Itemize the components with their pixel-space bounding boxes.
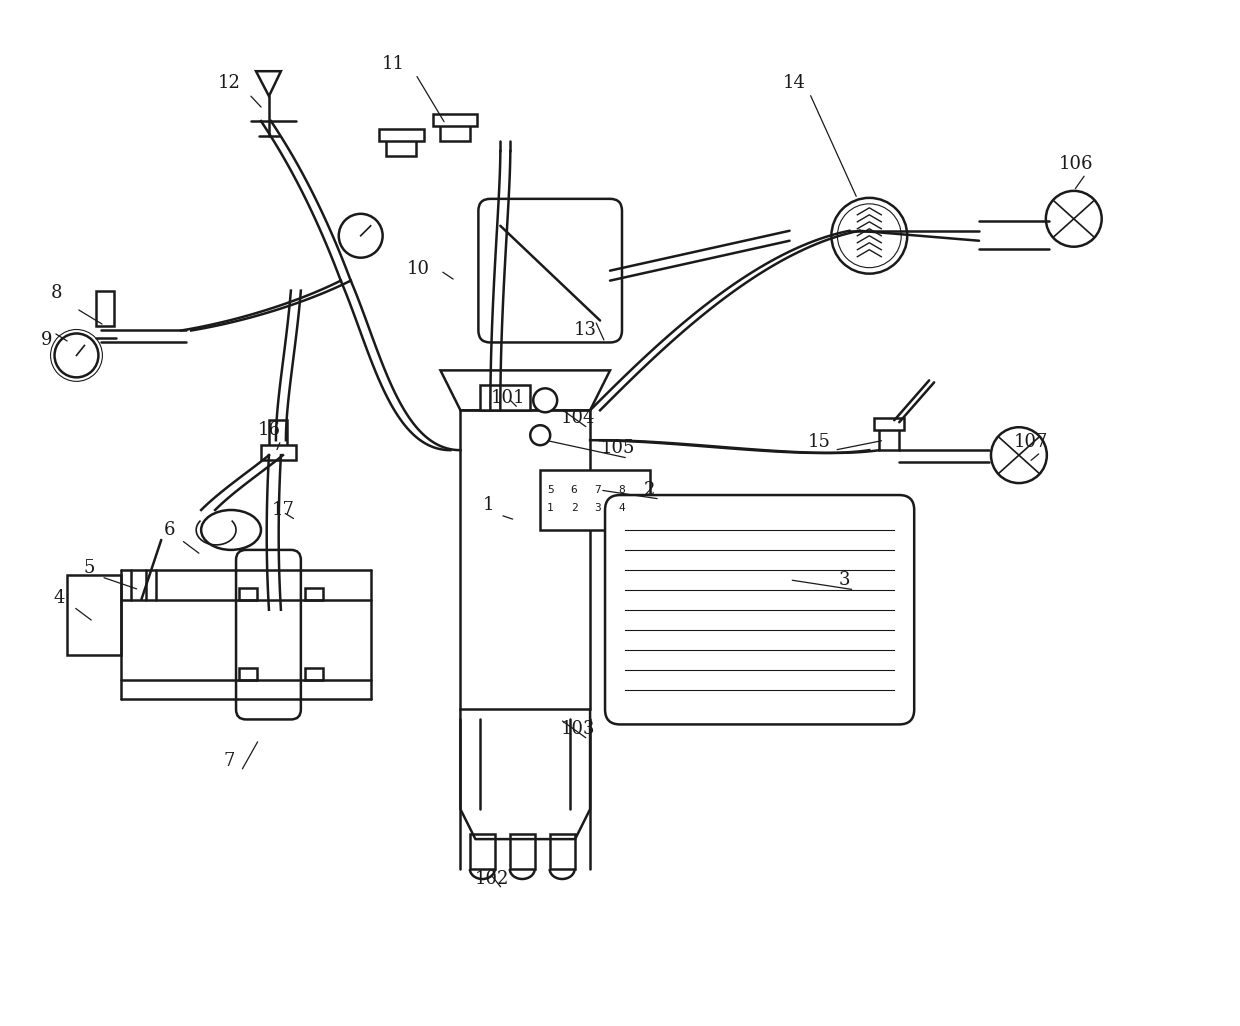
Bar: [551, 834, 575, 869]
Text: 6: 6: [570, 485, 578, 496]
Text: 17: 17: [272, 501, 294, 519]
Text: 4: 4: [53, 589, 66, 606]
Text: 107: 107: [1013, 433, 1048, 451]
Text: 12: 12: [218, 74, 241, 92]
Text: 104: 104: [560, 409, 595, 427]
Text: 15: 15: [808, 433, 831, 451]
FancyBboxPatch shape: [479, 199, 622, 343]
Text: 9: 9: [41, 331, 52, 350]
Bar: [97, 290, 114, 325]
Circle shape: [55, 333, 98, 378]
Polygon shape: [255, 71, 281, 96]
Bar: [480, 386, 531, 410]
Circle shape: [991, 427, 1047, 483]
Circle shape: [533, 388, 557, 412]
Bar: [386, 139, 415, 156]
Bar: [440, 125, 470, 141]
Text: 10: 10: [407, 260, 430, 278]
Bar: [260, 445, 296, 460]
Bar: [305, 588, 322, 600]
FancyBboxPatch shape: [460, 410, 590, 709]
Text: 105: 105: [601, 439, 635, 458]
Text: 7: 7: [595, 485, 601, 496]
Text: 8: 8: [619, 485, 625, 496]
Circle shape: [339, 213, 383, 258]
Bar: [470, 834, 495, 869]
Text: 103: 103: [560, 720, 595, 739]
Text: 11: 11: [382, 55, 405, 73]
Bar: [239, 668, 257, 679]
Bar: [874, 419, 904, 430]
Text: 101: 101: [491, 389, 526, 407]
Text: 5: 5: [84, 559, 95, 577]
Text: 2: 2: [570, 503, 578, 513]
Bar: [879, 421, 899, 450]
Text: 102: 102: [475, 870, 510, 889]
Circle shape: [531, 425, 551, 445]
Text: 3: 3: [838, 570, 851, 589]
Bar: [378, 129, 424, 141]
Bar: [541, 470, 650, 530]
Bar: [511, 834, 536, 869]
Ellipse shape: [201, 510, 260, 550]
Bar: [239, 588, 257, 600]
FancyBboxPatch shape: [605, 496, 914, 724]
Text: 13: 13: [574, 321, 596, 340]
Text: 4: 4: [619, 503, 625, 513]
Bar: [269, 421, 286, 450]
Text: 14: 14: [784, 74, 806, 92]
Text: 16: 16: [258, 422, 280, 439]
Bar: [305, 668, 322, 679]
Text: 6: 6: [164, 521, 175, 539]
FancyBboxPatch shape: [236, 550, 301, 719]
Text: 5: 5: [547, 485, 553, 496]
Text: 3: 3: [595, 503, 601, 513]
Text: 1: 1: [482, 496, 494, 514]
Bar: [67, 575, 122, 655]
Text: 8: 8: [51, 283, 62, 302]
Text: 7: 7: [223, 752, 234, 771]
Polygon shape: [440, 370, 610, 410]
Text: 1: 1: [547, 503, 553, 513]
Circle shape: [832, 198, 908, 274]
Bar: [433, 114, 477, 126]
Text: 2: 2: [645, 481, 656, 499]
Circle shape: [1045, 191, 1101, 246]
Text: 106: 106: [1059, 155, 1092, 173]
